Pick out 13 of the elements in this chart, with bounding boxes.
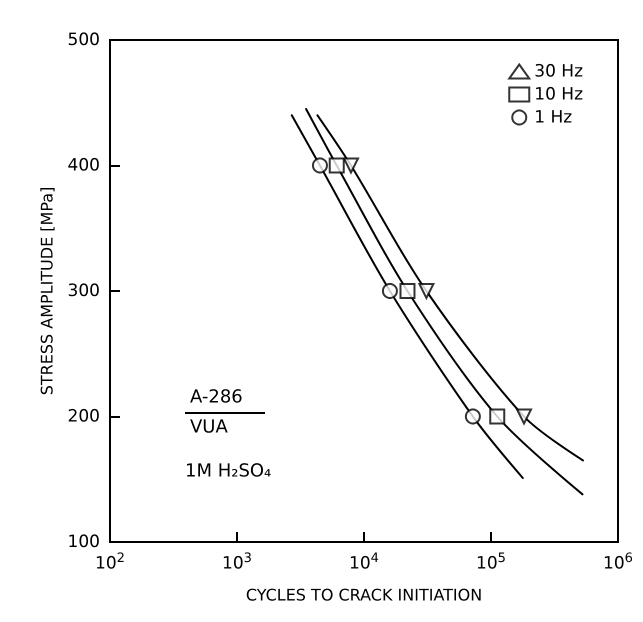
- y-tick-label: 200: [68, 406, 100, 426]
- y-tick-label: 100: [68, 532, 100, 552]
- y-axis-title: STRESS AMPLITUDE [MPa]: [38, 186, 56, 396]
- annotation: 1M H₂SO₄: [185, 460, 272, 482]
- legend-label: 30 Hz: [534, 62, 584, 82]
- legend-label: 1 Hz: [534, 108, 572, 128]
- annotation: A-286: [190, 386, 243, 408]
- legend-label: 10 Hz: [534, 84, 584, 104]
- y-tick-label: 400: [68, 156, 100, 176]
- annotation: VUA: [190, 416, 228, 438]
- x-axis-title: CYCLES TO CRACK INITIATION: [246, 586, 482, 604]
- y-tick-label: 500: [68, 30, 100, 50]
- y-tick-label: 300: [68, 281, 100, 301]
